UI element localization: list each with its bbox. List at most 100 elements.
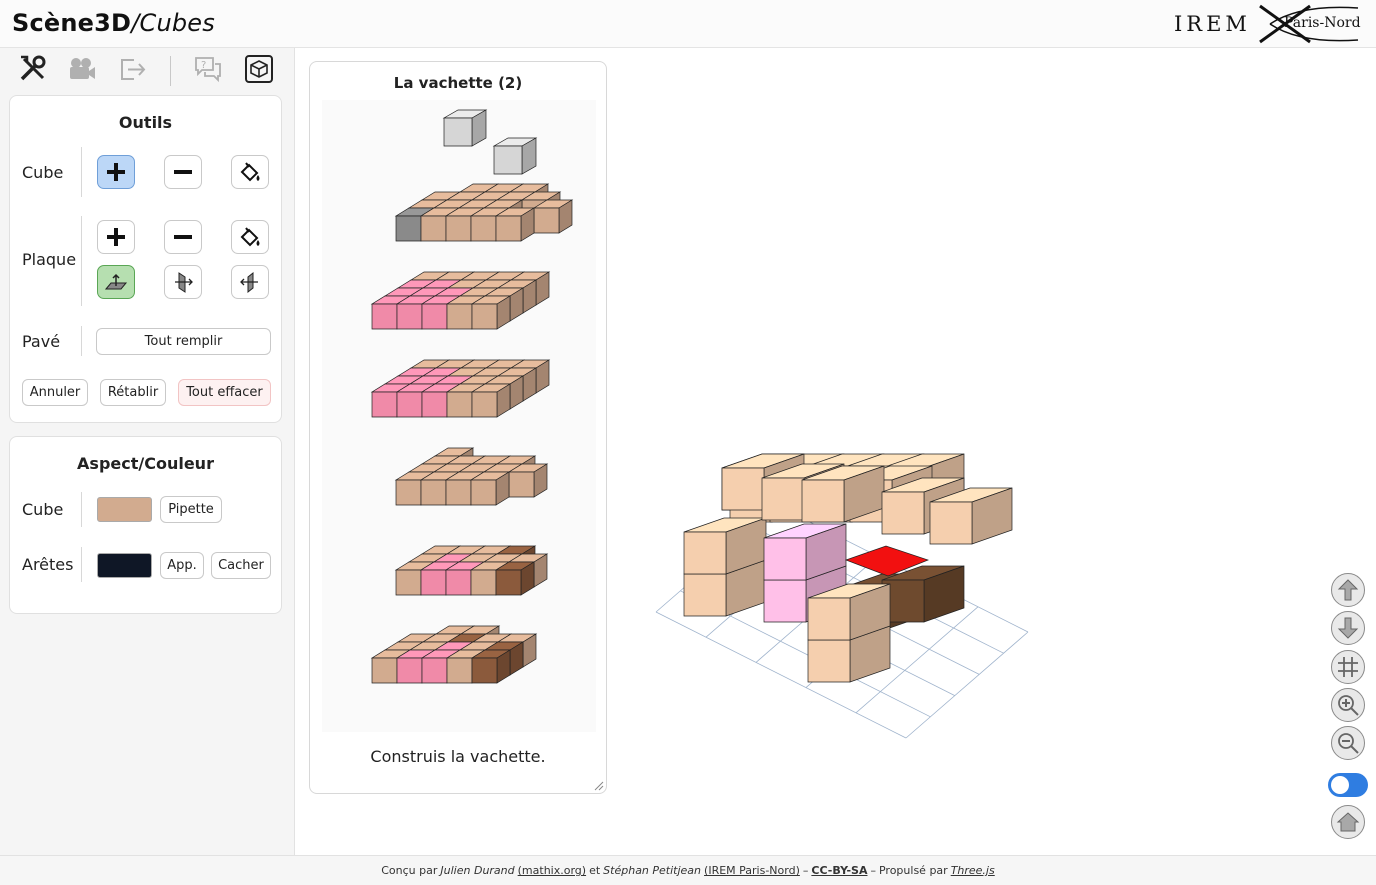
- fill-all-button[interactable]: Tout remplir: [96, 328, 271, 355]
- footer: Conçu par Julien Durand (mathix.org) et …: [0, 855, 1376, 885]
- undo-button[interactable]: Annuler: [22, 379, 88, 406]
- scene-3d-view[interactable]: [640, 420, 1040, 750]
- cube-front-face: [445, 569, 472, 596]
- zoom-in-button[interactable]: [1331, 688, 1365, 722]
- grid-icon: [1338, 657, 1358, 677]
- cube-front-face: [683, 573, 727, 617]
- footer-text: et: [589, 864, 601, 877]
- move-down-button[interactable]: [1331, 611, 1365, 645]
- front-plane-icon: [175, 272, 193, 293]
- view-toggle[interactable]: [1328, 773, 1368, 797]
- export-icon[interactable]: [117, 54, 147, 84]
- cube-color-label: Cube: [22, 500, 64, 519]
- footer-link-irem[interactable]: (IREM Paris-Nord): [704, 864, 800, 877]
- cube-front-face: [371, 391, 398, 418]
- cube-add-button[interactable]: [97, 155, 135, 189]
- edges-color-label: Arêtes: [22, 555, 74, 574]
- divider: [81, 326, 82, 356]
- minus-icon: [174, 235, 192, 239]
- footer-link-mathix[interactable]: (mathix.org): [517, 864, 587, 877]
- clear-all-button[interactable]: Tout effacer: [178, 379, 271, 406]
- pipette-button[interactable]: Pipette: [160, 496, 222, 523]
- resize-grip-icon[interactable]: [594, 781, 604, 791]
- zoom-in-icon: [1338, 695, 1359, 716]
- cube-front-face: [395, 215, 422, 242]
- cube-front-face: [721, 467, 765, 511]
- cube-color-swatch[interactable]: [97, 497, 152, 522]
- hide-edges-button[interactable]: Cacher: [211, 552, 271, 579]
- plaque-side-button[interactable]: [231, 265, 269, 299]
- home-view-button[interactable]: [1331, 805, 1365, 839]
- tools-icon[interactable]: [18, 54, 48, 84]
- divider: [81, 492, 82, 527]
- logo-irem-text: IREM: [1174, 12, 1251, 36]
- selected-face: [844, 545, 930, 577]
- plaque-front-button[interactable]: [164, 265, 202, 299]
- cube-front-face: [881, 491, 925, 535]
- app-title-main: Scène3D: [12, 9, 132, 37]
- plaque-paint-button[interactable]: [231, 220, 269, 254]
- tools-panel: Outils Cube Plaque Pavé Tout remplir Ann…: [9, 95, 282, 423]
- cube-box-icon[interactable]: [244, 54, 274, 84]
- irem-logo[interactable]: IREM Paris-Nord: [1170, 4, 1370, 44]
- cube-front-face: [761, 477, 805, 521]
- move-up-button[interactable]: [1331, 573, 1365, 607]
- cube-front-face: [470, 569, 497, 596]
- apply-edges-button[interactable]: App.: [160, 552, 204, 579]
- plus-icon: [107, 228, 125, 246]
- plaque-row-label: Plaque: [22, 250, 77, 269]
- app-title: Scène3D/Cubes: [12, 9, 215, 37]
- edges-color-swatch[interactable]: [97, 553, 152, 578]
- toolbar-separator: [170, 56, 171, 86]
- cube-front-face: [495, 215, 522, 242]
- cube-front-face: [445, 479, 472, 506]
- app-title-sub: Cubes: [139, 9, 215, 37]
- activity-card: La vachette (2) Construis la vachette.: [309, 61, 607, 794]
- home-icon: [1336, 812, 1360, 832]
- cube-remove-button[interactable]: [164, 155, 202, 189]
- cube-row-label: Cube: [22, 163, 64, 182]
- cube-front-face: [421, 657, 448, 684]
- plaque-remove-button[interactable]: [164, 220, 202, 254]
- cube-front-face: [495, 569, 522, 596]
- footer-author1: Julien Durand: [440, 864, 515, 877]
- cube-front-face: [396, 657, 423, 684]
- pave-row-label: Pavé: [22, 332, 61, 351]
- cube-front-face: [470, 479, 497, 506]
- tools-panel-title: Outils: [118, 113, 173, 132]
- footer-threejs-link[interactable]: Three.js: [950, 864, 995, 877]
- cube-paint-button[interactable]: [231, 155, 269, 189]
- cube-front-face: [807, 639, 851, 683]
- arrow-down-icon: [1337, 617, 1359, 639]
- cube-front-face: [371, 657, 398, 684]
- plaque-add-button[interactable]: [97, 220, 135, 254]
- cube-front-face: [420, 479, 447, 506]
- svg-text:?: ?: [201, 60, 206, 71]
- aspect-panel-title: Aspect/Couleur: [77, 454, 214, 473]
- cube-front-face: [493, 145, 523, 175]
- cube-front-face: [420, 569, 447, 596]
- cube-front-face: [395, 569, 422, 596]
- activity-caption: Construis la vachette.: [370, 747, 546, 766]
- redo-button[interactable]: Rétablir: [100, 379, 166, 406]
- zoom-out-button[interactable]: [1331, 726, 1365, 760]
- cube-front-face: [396, 391, 423, 418]
- help-chat-icon[interactable]: ?: [193, 54, 223, 84]
- footer-author2: Stéphan Petitjean: [603, 864, 702, 877]
- cube-front-face: [396, 303, 423, 330]
- paint-bucket-icon: [240, 227, 260, 247]
- grid-line: [855, 606, 979, 714]
- camera-icon[interactable]: [67, 54, 97, 84]
- divider: [81, 147, 82, 197]
- cube-front-face: [371, 303, 398, 330]
- vachette-layers-image: [322, 100, 596, 732]
- plaque-horizontal-button[interactable]: [97, 265, 135, 299]
- grid-line: [655, 611, 907, 739]
- cube-front-face: [471, 657, 498, 684]
- footer-dash: –: [802, 864, 809, 877]
- grid-button[interactable]: [1331, 650, 1365, 684]
- footer-license-link[interactable]: CC-BY-SA: [811, 864, 868, 877]
- cube-front-face: [471, 391, 498, 418]
- cube-front-face: [807, 597, 851, 641]
- divider: [81, 547, 82, 582]
